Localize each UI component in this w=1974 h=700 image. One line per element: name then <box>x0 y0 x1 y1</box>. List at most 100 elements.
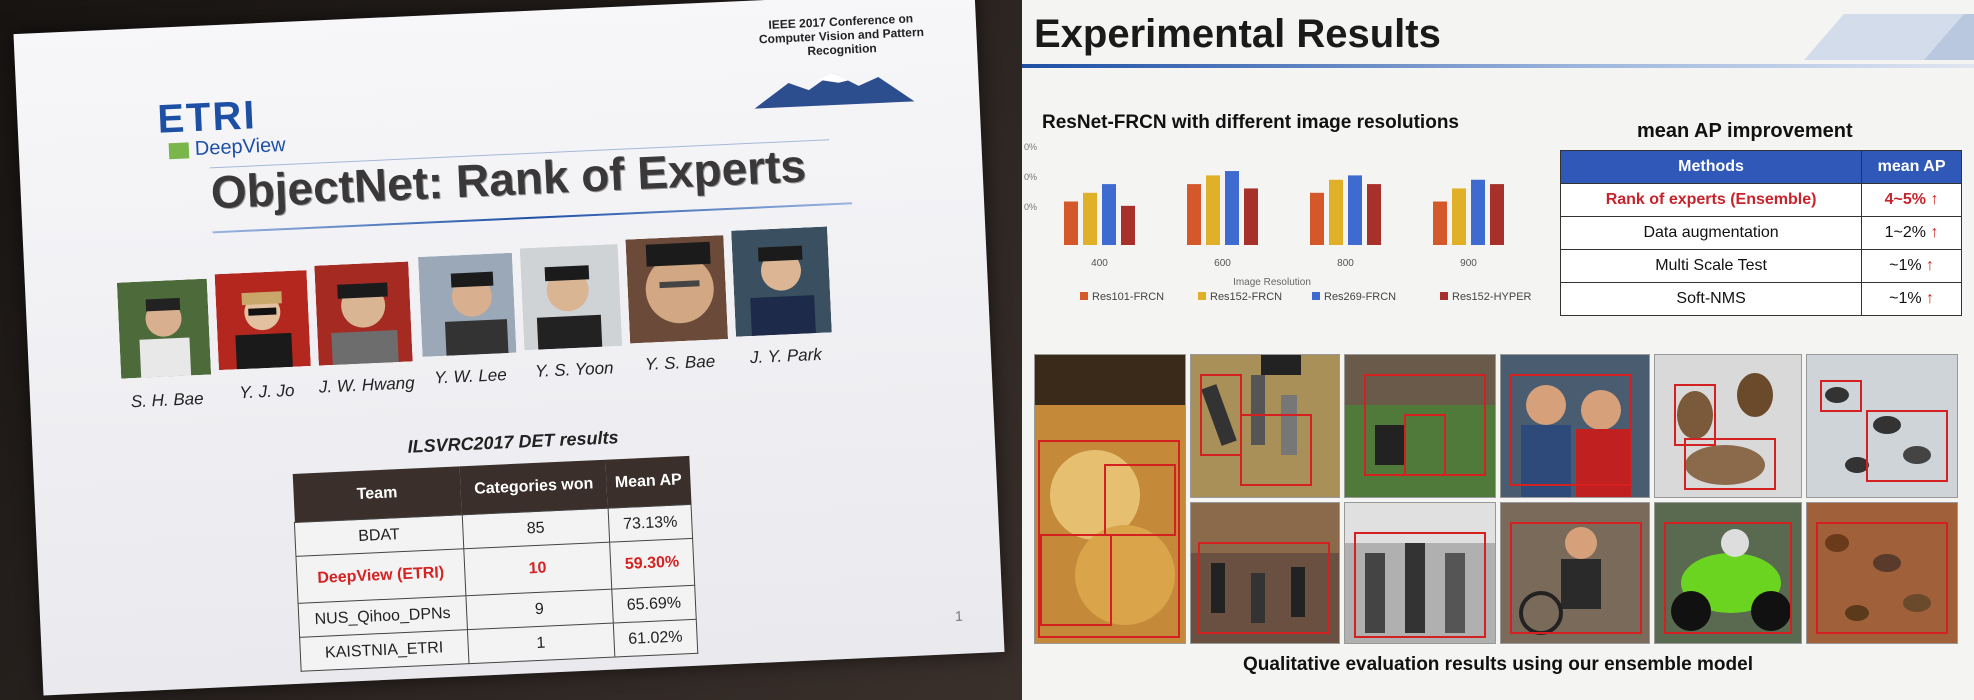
person-photo <box>116 278 212 379</box>
table-row: Multi Scale Test ~1% ↑ <box>1559 249 1962 283</box>
chart-bar <box>1367 184 1381 245</box>
table-header-row: Methods mean AP <box>1559 150 1962 184</box>
cell-mean-ap: 59.30% <box>609 538 695 590</box>
left-photo-panel: ETRI DeepView IEEE 2017 Conference on Co… <box>0 0 1022 700</box>
det-results-table: Team Categories won Mean AP BDAT 85 73.1… <box>292 455 699 672</box>
person-name: J. Y. Park <box>749 344 823 368</box>
chart-bar <box>1102 184 1116 245</box>
ap-title: mean AP improvement <box>1637 120 1853 142</box>
ap-value: ~1% <box>1889 257 1922 274</box>
person-photo <box>731 226 832 337</box>
cell-categories: 1 <box>467 623 615 664</box>
cell-method: Soft-NMS <box>1559 282 1863 316</box>
up-arrow-icon: ↑ <box>1930 191 1939 208</box>
detection-image-food <box>1034 354 1186 644</box>
chart-legend-label: Res152-HYPER <box>1452 291 1532 303</box>
cell-team: DeepView (ETRI) <box>295 548 466 604</box>
person-photo <box>214 270 311 371</box>
chart-bar <box>1083 192 1097 245</box>
deepview-mark-icon <box>168 142 190 159</box>
chart-x-tick-label: 600 <box>1214 258 1231 269</box>
chart-bar <box>1187 184 1201 245</box>
chart-bar <box>1310 192 1324 245</box>
chart-legend-swatch <box>1080 292 1088 300</box>
chart-bar <box>1348 175 1362 245</box>
chart-bar <box>1225 171 1239 245</box>
chart-x-axis-label: Image Resolution <box>1233 277 1311 288</box>
results-title: ILSVRC2017 DET results <box>407 427 619 457</box>
cell-mean-ap: 61.02% <box>613 619 698 658</box>
detection-image-street <box>1190 502 1340 644</box>
chart-bar <box>1471 179 1485 245</box>
deepview-logo-text: DeepView <box>194 133 287 161</box>
detection-image-people <box>1500 354 1650 498</box>
chart-legend-swatch <box>1440 292 1448 300</box>
chart-bar <box>1329 179 1343 245</box>
decor-stripes-icon <box>1804 14 1974 60</box>
cell-mean-ap: 73.13% <box>607 504 693 543</box>
detection-image-birds <box>1806 354 1958 498</box>
figure-caption: Qualitative evaluation results using our… <box>1243 654 1753 675</box>
title-underline <box>1022 64 1974 68</box>
col-categories: Categories won <box>459 459 608 515</box>
chart-legend-swatch <box>1312 292 1320 300</box>
chart-bar <box>1490 184 1504 245</box>
detection-image-dogs <box>1654 354 1802 498</box>
person-photo <box>314 261 413 366</box>
chart-bar <box>1433 201 1447 245</box>
ap-value: ~1% <box>1889 290 1922 307</box>
chart-y-tick-label: 0% <box>1024 202 1037 212</box>
chart-x-tick-label: 900 <box>1460 258 1477 269</box>
left-slide: ETRI DeepView IEEE 2017 Conference on Co… <box>13 0 1005 696</box>
detection-image-grid <box>1034 354 1964 644</box>
cell-team: KAISTNIA_ETRI <box>299 629 469 672</box>
page-number: 1 <box>954 607 964 625</box>
chart-bar <box>1452 188 1466 245</box>
cell-ap: ~1% ↑ <box>1861 282 1962 316</box>
chart-x-tick-label: 800 <box>1337 258 1354 269</box>
up-arrow-icon: ↑ <box>1926 290 1935 307</box>
chart-bar <box>1064 201 1078 245</box>
cell-method: Multi Scale Test <box>1559 249 1863 283</box>
cell-method: Data augmentation <box>1559 216 1863 250</box>
detection-image-crowd <box>1344 502 1496 644</box>
ap-value: 4~5% <box>1884 191 1927 208</box>
right-slide: Experimental Results ResNet-FRCN with di… <box>1022 0 1974 700</box>
chart-y-tick-label: 0% <box>1024 142 1037 152</box>
person-photo <box>418 252 517 357</box>
cvpr-logo-icon <box>754 73 915 109</box>
cell-categories: 10 <box>463 542 612 596</box>
chart-legend-label: Res152-FRCN <box>1210 291 1282 303</box>
up-arrow-icon: ↑ <box>1926 257 1935 274</box>
person-photo <box>519 243 623 351</box>
chart-x-tick-label: 400 <box>1091 258 1108 269</box>
people-strip: S. H. Bae Y. J. Jo J. W. Hwang Y. W. Lee <box>116 226 983 435</box>
cell-method: Rank of experts (Ensemble) <box>1559 183 1863 217</box>
chart-bar <box>1244 188 1258 245</box>
ap-value: 1~2% <box>1884 224 1927 241</box>
detection-image-bike-shop <box>1500 502 1650 644</box>
table-row: Soft-NMS ~1% ↑ <box>1559 282 1962 316</box>
cell-mean-ap: 65.69% <box>611 585 697 624</box>
chart-bar <box>1121 205 1135 245</box>
detection-image-ducks <box>1806 502 1958 644</box>
cell-ap: 4~5% ↑ <box>1861 183 1962 217</box>
cell-ap: 1~2% ↑ <box>1861 216 1962 250</box>
col-methods: Methods <box>1559 150 1863 184</box>
slide-title: ObjectNet: Rank of Experts <box>209 139 808 219</box>
col-team: Team <box>292 466 462 523</box>
table-row-highlight: Rank of experts (Ensemble) 4~5% ↑ <box>1559 183 1962 217</box>
conference-label: IEEE 2017 Conference on Computer Vision … <box>758 11 925 59</box>
detection-image-phones <box>1190 354 1340 498</box>
deepview-logo: DeepView <box>168 134 286 162</box>
chart-bar <box>1206 175 1220 245</box>
resolution-bar-chart: 0% 0% 0% 400 600 800 900 Image Resolution Res… <box>1024 142 1532 303</box>
col-mean-ap: Mean AP <box>605 455 692 509</box>
chart-y-tick-label: 0% <box>1024 172 1037 182</box>
cell-ap: ~1% ↑ <box>1861 249 1962 283</box>
up-arrow-icon: ↑ <box>1930 224 1939 241</box>
slide-title: Experimental Results <box>1034 12 1441 56</box>
chart-title: ResNet-FRCN with different image resolut… <box>1042 112 1459 133</box>
person-photo <box>625 235 729 344</box>
ap-improvement-table: Methods mean AP Rank of experts (Ensembl… <box>1559 150 1962 316</box>
